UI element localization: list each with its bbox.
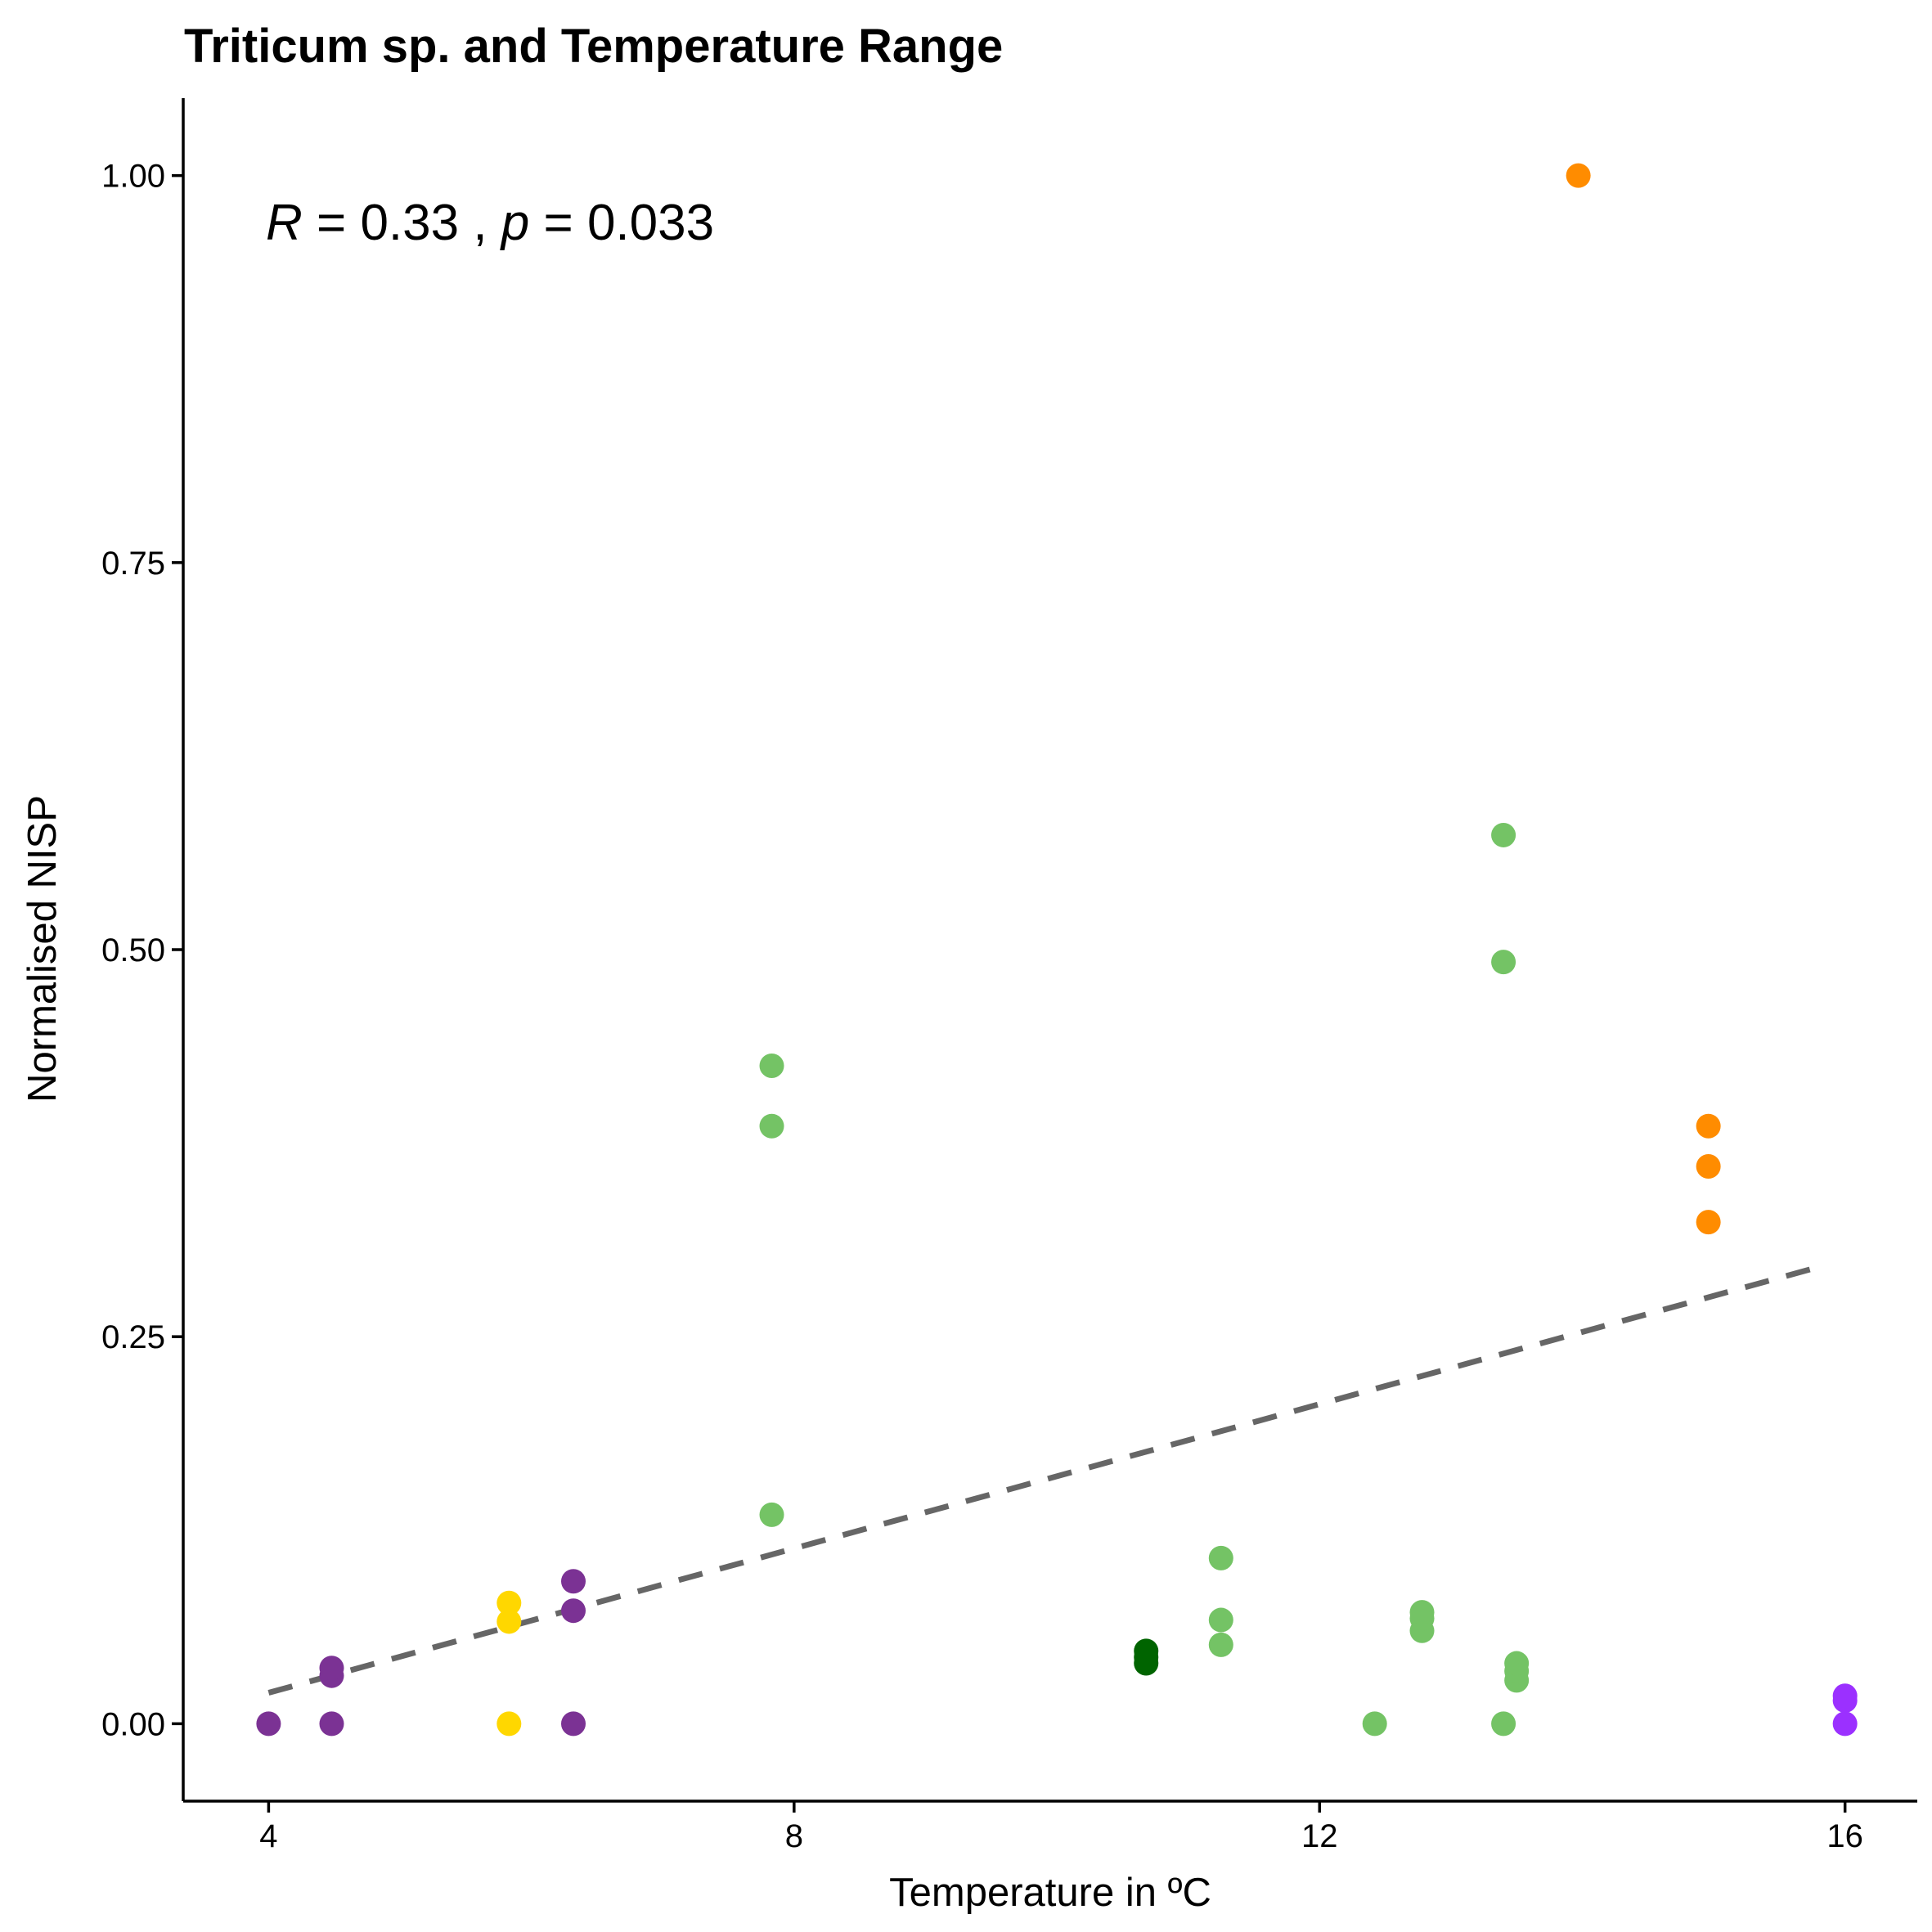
data-point: [1832, 1711, 1858, 1737]
data-point: [496, 1609, 522, 1634]
data-point: [759, 1113, 784, 1139]
x-axis-ticks: 4 8 12 16: [259, 1801, 1863, 1854]
chart-title: Triticum sp. and Temperature Range: [184, 20, 1003, 73]
r-symbol: R: [266, 195, 303, 251]
data-point: [1409, 1600, 1435, 1625]
y-tick-label: 0.25: [101, 1319, 165, 1355]
y-tick-label: 0.00: [101, 1706, 165, 1742]
data-point: [319, 1711, 344, 1737]
x-axis-title: Temperature in ºC: [889, 1871, 1211, 1915]
data-point: [1832, 1683, 1858, 1709]
y-tick-label: 0.50: [101, 932, 165, 968]
x-tick-label: 12: [1301, 1818, 1338, 1854]
y-tick-label: 1.00: [101, 159, 165, 195]
data-point: [1491, 1711, 1516, 1737]
data-point: [1491, 950, 1516, 975]
data-point: [759, 1502, 784, 1527]
data-point: [1566, 163, 1591, 188]
y-axis-title: Normalised NISP: [20, 795, 65, 1103]
y-tick-label: 0.75: [101, 546, 165, 582]
data-point: [561, 1711, 586, 1737]
data-point: [496, 1711, 522, 1737]
y-axis-ticks: 0.00 0.25 0.50 0.75 1.00: [101, 159, 183, 1742]
data-point: [1362, 1711, 1387, 1737]
x-tick-label: 16: [1826, 1818, 1863, 1854]
data-point: [1696, 1210, 1721, 1235]
data-point: [319, 1656, 344, 1681]
data-point: [1491, 822, 1516, 847]
data-point: [1504, 1651, 1530, 1676]
r-value: = 0.33 ,: [303, 195, 501, 251]
p-symbol: p: [500, 195, 529, 251]
data-point: [1208, 1607, 1233, 1633]
trend-layer: [267, 1264, 1820, 1696]
correlation-annotation: R = 0.33 , p = 0.033: [266, 195, 714, 251]
trend-line: [267, 1264, 1820, 1696]
data-point: [1696, 1113, 1721, 1139]
data-point: [256, 1711, 281, 1737]
data-point: [561, 1569, 586, 1594]
x-tick-label: 4: [259, 1818, 277, 1854]
data-point: [1134, 1638, 1159, 1664]
data-point: [1696, 1153, 1721, 1179]
points-layer: [256, 163, 1858, 1737]
data-point: [1208, 1632, 1233, 1657]
data-point: [1208, 1545, 1233, 1570]
data-point: [561, 1598, 586, 1624]
data-point: [496, 1590, 522, 1615]
p-value: = 0.033: [529, 195, 714, 251]
x-tick-label: 8: [785, 1818, 803, 1854]
data-point: [759, 1053, 784, 1078]
